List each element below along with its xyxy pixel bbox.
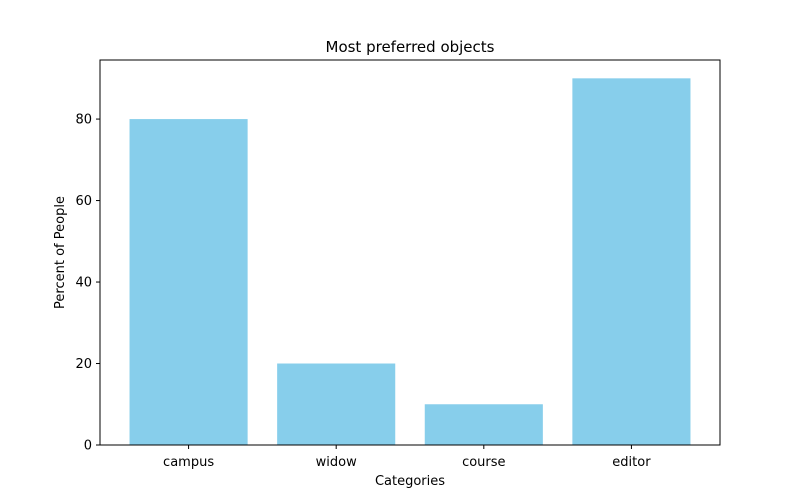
plot-frame	[99, 59, 721, 446]
y-tick-label: 60	[75, 194, 92, 209]
y-tick-label: 20	[75, 357, 92, 372]
bars-group	[129, 78, 691, 446]
y-tick-label: 0	[84, 439, 92, 454]
y-tick-label: 80	[75, 113, 92, 128]
x-tick-label-widow: widow	[316, 455, 357, 470]
x-axis-label: Categories	[375, 474, 445, 489]
bar-widow	[277, 363, 396, 445]
x-tick-label-editor: editor	[612, 455, 651, 470]
y-axis-label: Percent of People	[53, 196, 68, 309]
x-tick-label-campus: campus	[163, 455, 214, 470]
y-axis-ticks: 0 20 40 60 80	[75, 113, 100, 454]
x-axis-ticks: campus widow course editor	[163, 445, 651, 470]
bar-editor	[572, 78, 691, 445]
chart-title: Most preferred objects	[326, 38, 495, 56]
bar-course	[424, 404, 543, 445]
x-tick-label-course: course	[462, 455, 505, 470]
bar-campus	[129, 119, 248, 446]
y-tick-label: 40	[75, 276, 92, 291]
